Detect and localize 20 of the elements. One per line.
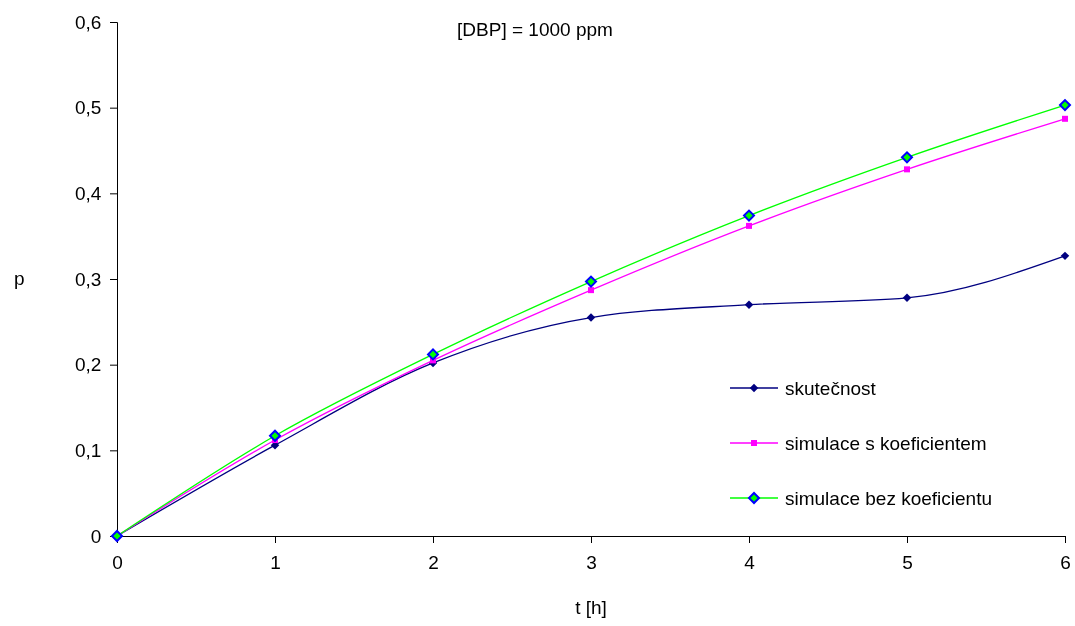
x-tick-label: 0 [112,551,123,573]
y-tick-label: 0,2 [74,354,102,376]
x-tick-label: 4 [744,551,756,573]
x-tick-label: 1 [270,551,281,573]
x-tick-label: 2 [428,551,439,573]
legend-label: simulace s koeficientem [785,432,987,454]
chart-title: [DBP] = 1000 ppm [457,19,613,40]
y-tick-label: 0 [90,525,102,547]
legend-label: skutečnost [785,377,877,399]
y-tick-label: 0,3 [74,268,102,290]
y-tick-label: 0,4 [74,182,102,204]
y-tick-label: 0,6 [74,11,102,33]
legend-label: simulace bez koeficientu [785,487,992,509]
x-axis-title: t [h] [575,597,607,618]
y-tick-label: 0,1 [74,439,102,461]
y-axis-title: p [14,268,25,289]
y-tick-label: 0,5 [74,97,102,119]
x-tick-label: 5 [902,551,913,573]
x-tick-label: 6 [1060,551,1071,573]
x-tick-label: 3 [586,551,597,573]
